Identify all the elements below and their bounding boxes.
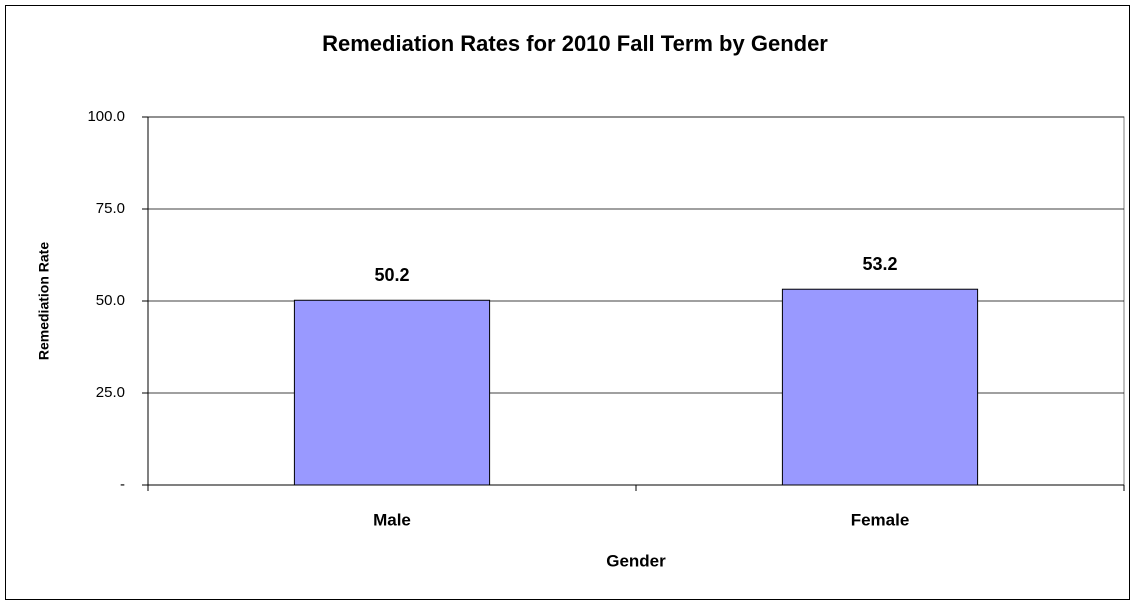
- y-tick-label: 25.0: [96, 384, 125, 401]
- x-tick-label: Male: [373, 510, 411, 529]
- y-tick-label: 75.0: [96, 200, 125, 217]
- y-tick-label: -: [120, 476, 125, 493]
- x-axis-label: Gender: [606, 551, 666, 570]
- y-axis-label: Remediation Rate: [36, 242, 52, 360]
- data-label: 50.2: [374, 265, 409, 285]
- bar: [781, 288, 979, 486]
- chart-title: Remediation Rates for 2010 Fall Term by …: [322, 31, 828, 56]
- bar: [293, 299, 491, 486]
- x-tick-label: Female: [851, 510, 910, 529]
- y-tick-label: 100.0: [87, 108, 125, 125]
- data-label: 53.2: [862, 254, 897, 274]
- y-tick-label: 50.0: [96, 292, 125, 309]
